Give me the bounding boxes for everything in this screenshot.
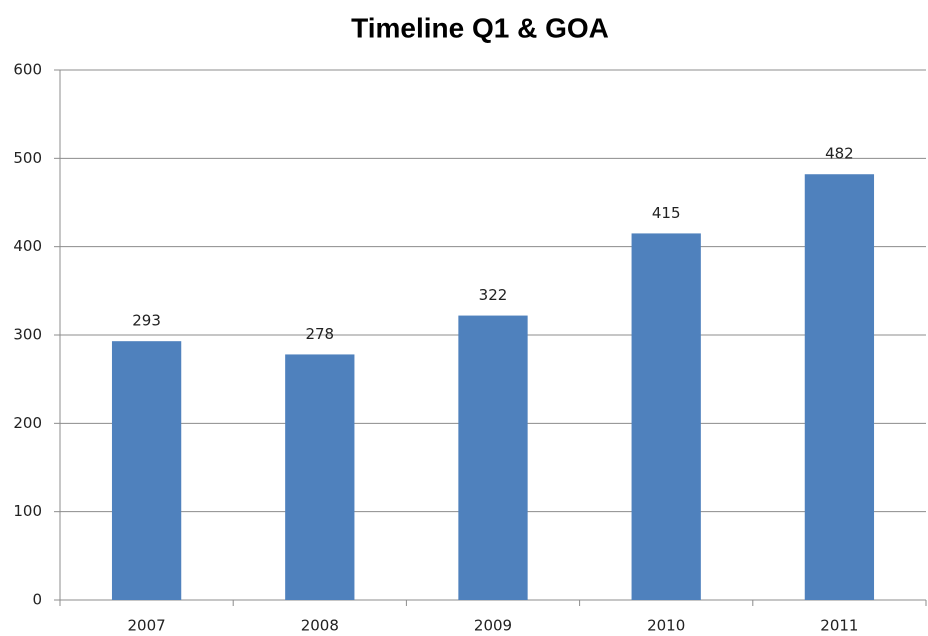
bar <box>111 341 182 600</box>
x-tick-label: 2009 <box>474 617 512 635</box>
x-tick-label: 2008 <box>301 617 339 635</box>
y-tick-label: 400 <box>13 237 42 255</box>
chart-title: Timeline Q1 & GOA <box>351 12 609 43</box>
y-tick-label: 0 <box>32 591 42 609</box>
x-tick-label: 2011 <box>820 617 858 635</box>
y-tick-label: 200 <box>13 414 42 432</box>
y-tick-label: 500 <box>13 149 42 167</box>
x-tick-label: 2010 <box>647 617 685 635</box>
data-label: 278 <box>305 325 334 343</box>
data-label: 293 <box>132 312 161 330</box>
bar <box>458 315 528 600</box>
data-label: 482 <box>825 145 854 163</box>
y-tick-label: 300 <box>13 326 42 344</box>
y-tick-label: 100 <box>13 502 42 520</box>
data-label: 322 <box>479 286 508 304</box>
bar <box>285 354 355 600</box>
x-tick-label: 2007 <box>128 617 166 635</box>
bar <box>804 174 875 600</box>
y-tick-label: 600 <box>13 61 42 79</box>
bar <box>631 233 701 600</box>
data-label: 415 <box>652 204 681 222</box>
